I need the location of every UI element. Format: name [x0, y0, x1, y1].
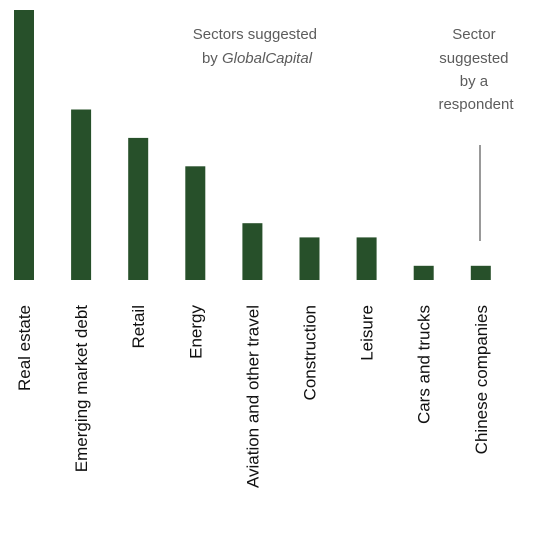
annotation-globalcapital-line1: Sectors suggested: [193, 26, 317, 43]
annotation-respondent-line2: suggested: [439, 50, 508, 67]
category-label-cars-and-trucks: Cars and trucks: [415, 305, 434, 424]
category-label-energy: Energy: [186, 305, 205, 359]
bar-cars-and-trucks: [413, 265, 434, 280]
category-label-retail: Retail: [129, 305, 148, 348]
annotation-globalcapital: Sectors suggested by GlobalCapital: [193, 26, 321, 67]
bar-leisure: [356, 237, 377, 280]
category-label-aviation-and-other-travel: Aviation and other travel: [243, 305, 262, 488]
category-label-emerging-market-debt: Emerging market debt: [72, 305, 91, 473]
bars-group: [14, 10, 491, 280]
annotation-respondent: Sector suggested by a respondent: [438, 26, 514, 113]
bar-aviation-and-other-travel: [242, 223, 263, 280]
annotation-respondent-line3: by a: [460, 73, 489, 90]
bar-chinese-companies: [470, 265, 491, 280]
category-label-real-estate: Real estate: [15, 305, 34, 391]
category-label-chinese-companies: Chinese companies: [472, 305, 491, 454]
category-label-construction: Construction: [301, 305, 320, 400]
bar-construction: [299, 237, 320, 280]
annotation-globalcapital-line2: by GlobalCapital: [202, 50, 313, 67]
annotation-globalcapital-prefix: by: [202, 50, 222, 67]
bar-real-estate: [14, 10, 34, 280]
category-label-leisure: Leisure: [358, 305, 377, 361]
bar-emerging-market-debt: [71, 109, 92, 280]
bar-energy: [185, 166, 206, 280]
annotation-globalcapital-name: GlobalCapital: [222, 50, 313, 67]
annotation-respondent-line1: Sector: [452, 26, 495, 43]
category-labels-group: Real estate Emerging market debt Retail Ene…: [15, 305, 491, 489]
annotation-respondent-line4: respondent: [438, 96, 514, 113]
bar-retail: [128, 137, 149, 280]
